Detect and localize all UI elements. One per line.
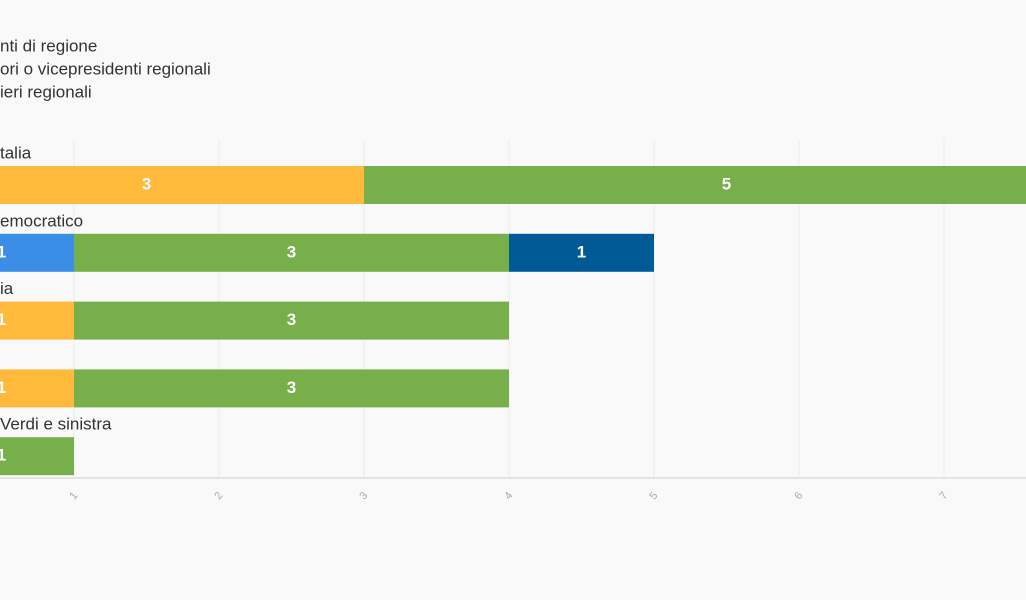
- bar: [0, 437, 74, 476]
- bar: [74, 233, 509, 272]
- bar: [0, 369, 74, 408]
- category-label: Verdi e sinistra: [0, 415, 112, 434]
- value-label: 3: [287, 378, 296, 397]
- category-label: emocratico: [0, 211, 83, 230]
- legend-label: nti di regione: [0, 36, 97, 55]
- bar: [0, 233, 74, 272]
- bar: [74, 301, 509, 340]
- bar: [0, 301, 74, 340]
- bar: [74, 369, 509, 408]
- x-tick-label: 5: [647, 490, 660, 502]
- x-tick-label: 3: [357, 490, 370, 502]
- bar: [0, 166, 364, 204]
- value-label: 1: [0, 378, 6, 397]
- bar: [364, 166, 1026, 204]
- legend-label: ori o vicepresidenti regionali: [0, 59, 211, 78]
- value-label: 1: [0, 242, 6, 261]
- x-tick-label: 4: [502, 490, 515, 502]
- x-tick-label: 7: [937, 490, 950, 502]
- value-label: 3: [287, 310, 296, 329]
- legend-label: ieri regionali: [0, 82, 92, 101]
- category-label: ia: [0, 279, 14, 298]
- value-label: 3: [287, 242, 296, 261]
- value-label: 5: [722, 174, 731, 193]
- value-label: 1: [0, 446, 6, 465]
- x-tick-label: 6: [792, 490, 805, 502]
- x-tick-label: 2: [212, 490, 225, 502]
- value-label: 1: [577, 242, 586, 261]
- bar: [509, 233, 654, 272]
- value-label: 3: [142, 174, 151, 193]
- category-label: talia: [0, 143, 32, 162]
- value-label: 1: [0, 310, 6, 329]
- x-tick-label: 1: [67, 490, 80, 502]
